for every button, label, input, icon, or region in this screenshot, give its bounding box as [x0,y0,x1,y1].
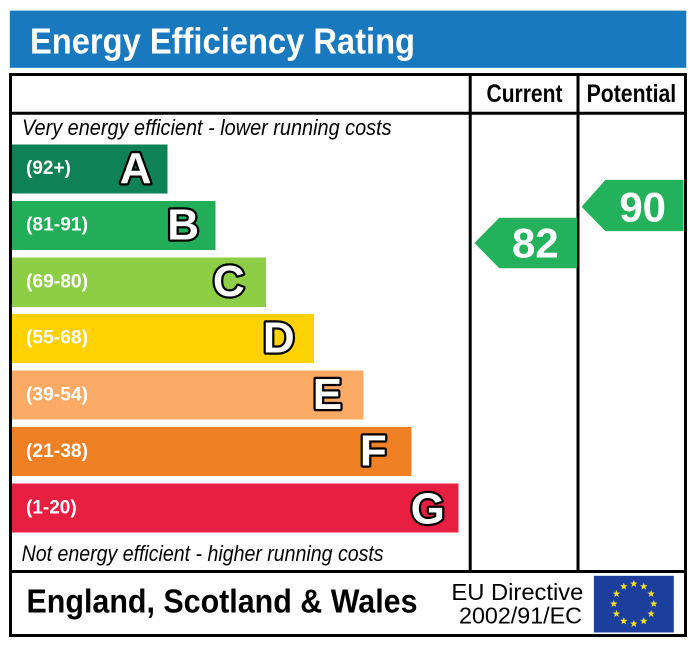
svg-text:Potential: Potential [587,80,677,108]
svg-text:90: 90 [619,183,666,230]
svg-text:(69-80): (69-80) [26,271,88,292]
svg-text:(81-91): (81-91) [26,215,88,236]
svg-text:Very energy efficient - lower: Very energy efficient - lower running co… [22,115,392,140]
svg-text:G: G [411,485,445,534]
svg-text:(55-68): (55-68) [26,328,88,349]
svg-text:(39-54): (39-54) [26,384,88,405]
svg-text:D: D [263,313,295,362]
svg-text:C: C [213,257,245,306]
svg-text:A: A [120,144,152,193]
svg-text:Current: Current [487,80,564,108]
svg-text:England, Scotland & Wales: England, Scotland & Wales [27,582,418,619]
svg-text:(1-20): (1-20) [26,497,77,518]
svg-text:EU Directive: EU Directive [451,579,583,605]
svg-text:F: F [360,426,387,475]
svg-text:E: E [313,370,342,419]
svg-text:2002/91/EC: 2002/91/EC [459,603,582,629]
svg-text:Energy Efficiency Rating: Energy Efficiency Rating [30,21,415,62]
svg-text:(21-38): (21-38) [26,441,88,462]
svg-text:82: 82 [512,219,559,266]
svg-text:Not energy efficient - higher: Not energy efficient - higher running co… [22,541,384,566]
svg-text:(92+): (92+) [26,158,71,179]
svg-text:B: B [167,200,199,249]
